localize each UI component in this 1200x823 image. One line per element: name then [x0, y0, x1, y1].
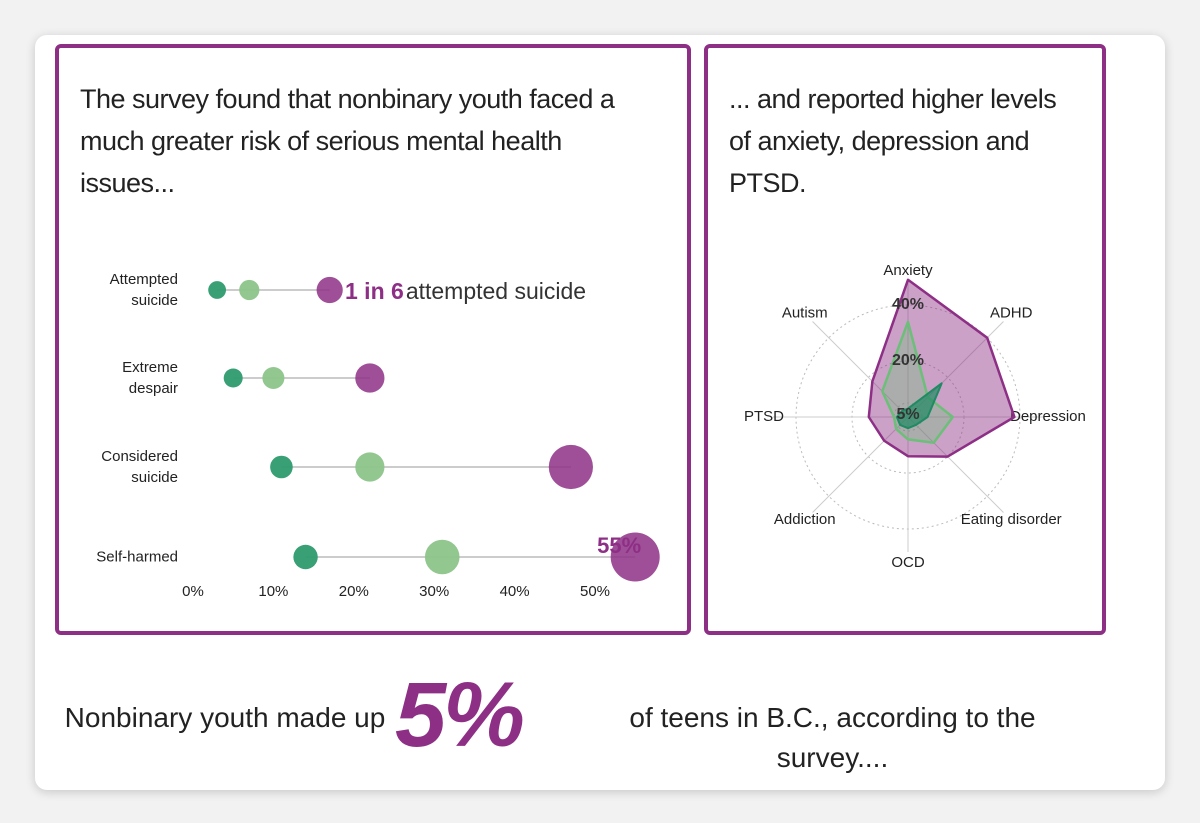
x-tick-label: 40%: [500, 583, 530, 600]
r-tick-label: 40%: [892, 296, 924, 313]
radar-area: [895, 382, 943, 430]
footer-highlight: 5%: [395, 664, 525, 766]
spoke: [812, 416, 909, 513]
chart-title: The survey found that nonbinary youth fa…: [80, 84, 615, 198]
dot: [262, 367, 285, 389]
dot: [610, 532, 660, 582]
footer-right: of teens in B.C., according to the surve…: [629, 702, 1036, 773]
axis-label: Autism: [782, 305, 828, 322]
category-label: Self-harmed: [96, 548, 178, 566]
axis-label: ADHD: [990, 305, 1033, 322]
dot: [270, 455, 293, 479]
axis-label: OCD: [891, 554, 925, 571]
category-label: Extreme despair: [122, 359, 178, 397]
dot: [239, 279, 260, 301]
dot: [548, 444, 593, 490]
r-tick-label: 20%: [892, 352, 924, 369]
r-tick-label: 5%: [896, 406, 919, 423]
dot: [424, 539, 460, 575]
annotation: attempted suicide: [406, 278, 586, 304]
footer-left: Nonbinary youth made up: [64, 702, 386, 733]
axis-label: Addiction: [774, 511, 836, 528]
axis-label: Anxiety: [883, 262, 933, 279]
x-tick-label: 50%: [580, 583, 610, 600]
left-panel: [55, 44, 691, 635]
data-label: 55%: [597, 533, 641, 558]
axis-label: Depression: [1010, 408, 1086, 425]
spoke: [907, 416, 1004, 513]
x-tick-label: 30%: [419, 583, 449, 600]
axis-label: PTSD: [744, 408, 784, 425]
x-tick-label: 20%: [339, 583, 369, 600]
card: [35, 35, 1165, 790]
annotation: 1 in 6: [345, 278, 404, 304]
dot: [355, 363, 385, 393]
right-panel: [704, 44, 1106, 635]
dot: [316, 276, 343, 304]
category-label: Attempted suicide: [109, 271, 178, 309]
axis-label: Eating disorder: [961, 511, 1062, 528]
category-label: Considered suicide: [101, 448, 178, 486]
spoke: [812, 321, 909, 418]
dot: [223, 368, 243, 388]
dot: [355, 452, 385, 482]
x-tick-label: 0%: [182, 583, 204, 600]
dot: [293, 544, 318, 570]
x-tick-label: 10%: [258, 583, 288, 600]
dot: [208, 281, 227, 299]
chart-title: ... and reported higher levels of anxiet…: [729, 84, 1057, 198]
